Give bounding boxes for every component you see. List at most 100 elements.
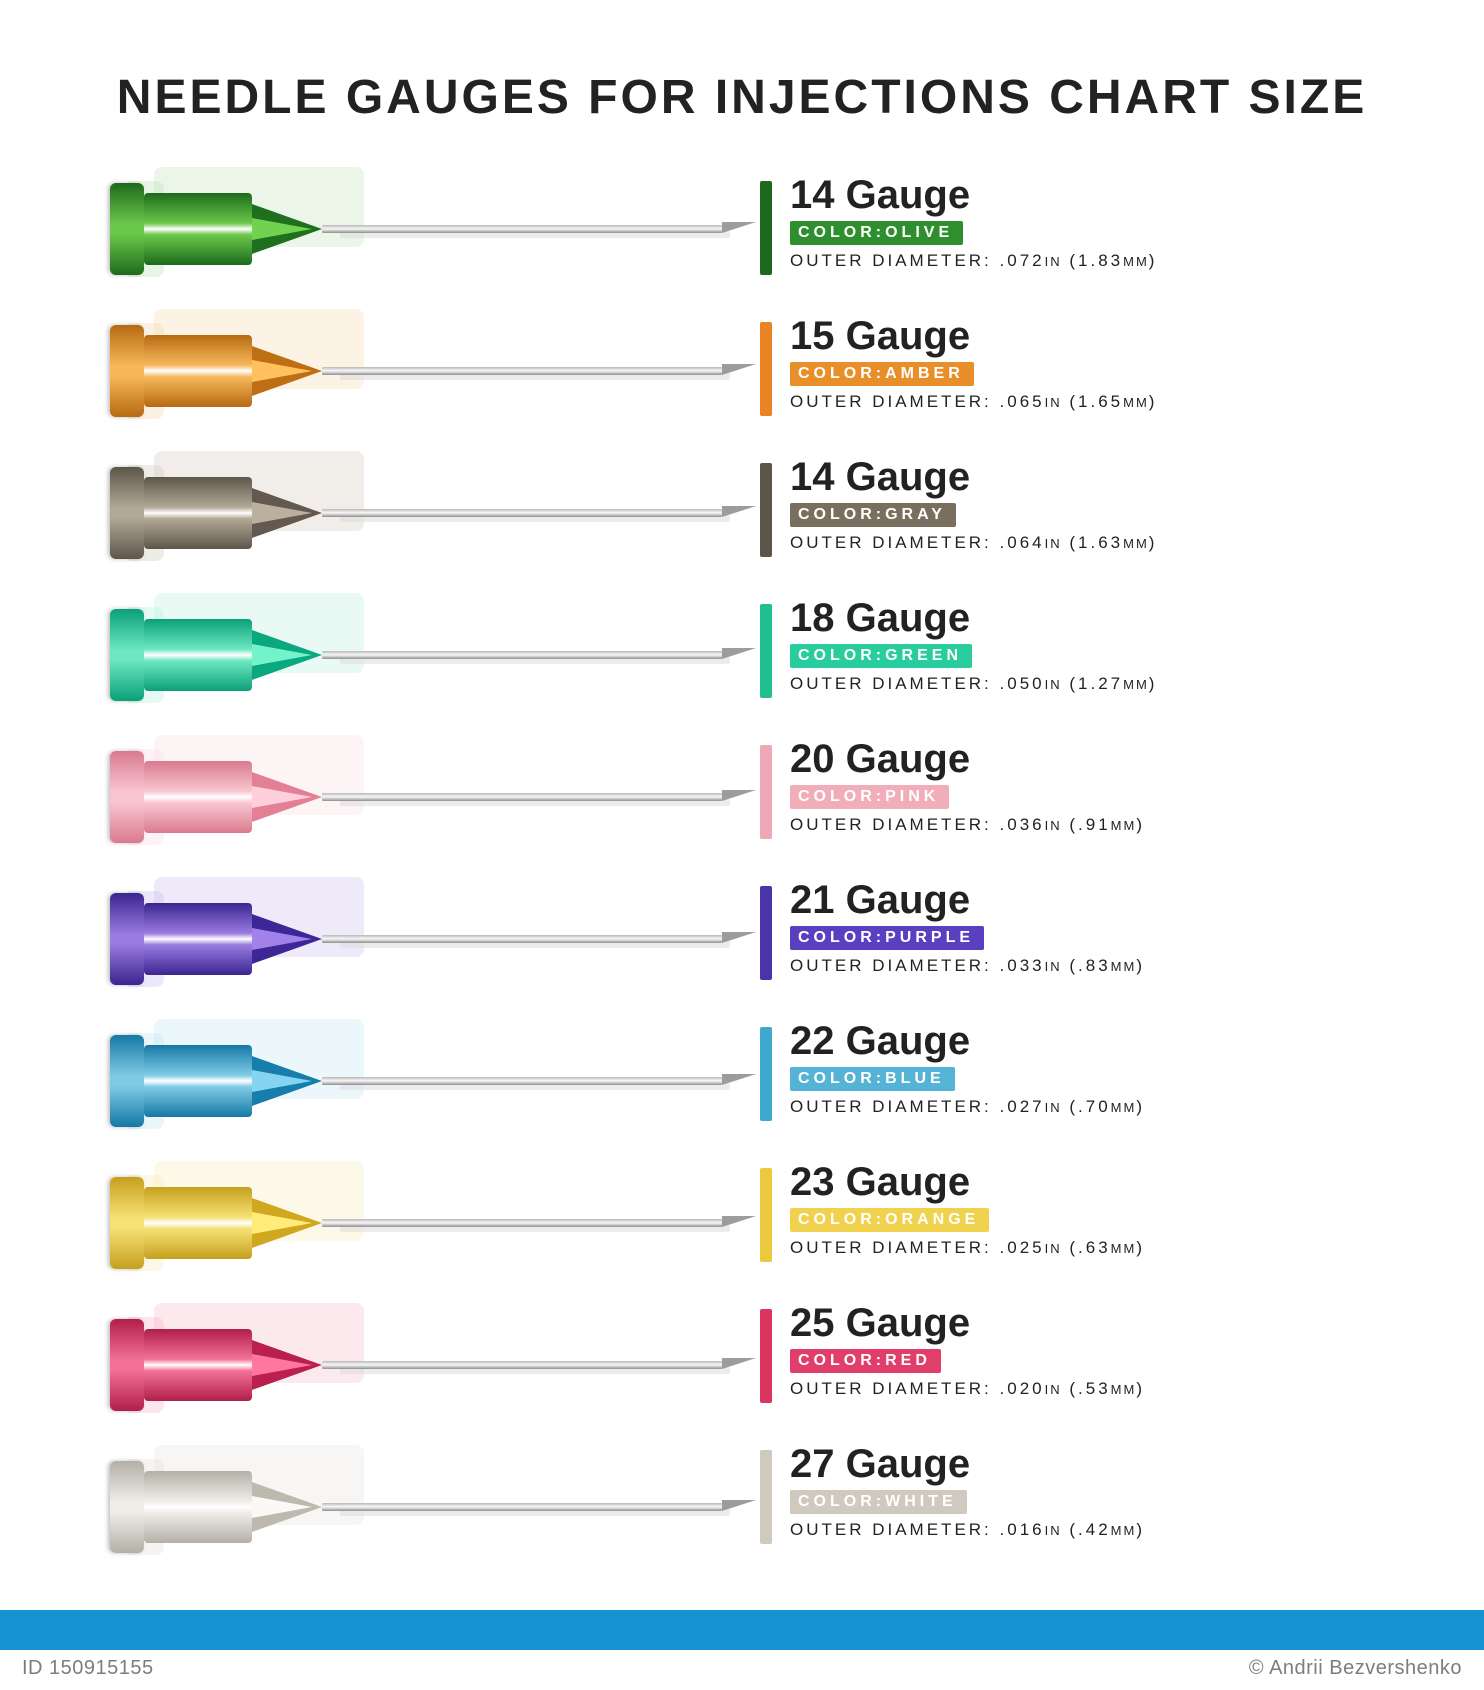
diameter-mm-value: 1.27 [1078, 674, 1123, 693]
hub-body [144, 619, 252, 691]
gauge-spec-block: 23 GaugeCOLOR:ORANGEOUTER DIAMETER: .025… [760, 1162, 1374, 1284]
needle-bevel [722, 506, 756, 517]
color-indicator-bar [760, 1450, 772, 1544]
hub-taper [252, 346, 322, 396]
needle-hub [110, 1185, 340, 1261]
color-name-value: BLUE [885, 1070, 945, 1087]
hub-body [144, 1471, 252, 1543]
hub-taper [252, 1340, 322, 1390]
hub-flange [110, 325, 144, 417]
color-prefix-label: COLOR: [798, 506, 885, 523]
outer-diameter-line: OUTER DIAMETER: .020IN (.53MM) [790, 1379, 1145, 1399]
hub-body [144, 1187, 252, 1259]
diameter-mm-value: .53 [1078, 1379, 1111, 1398]
color-indicator-bar [760, 1309, 772, 1403]
gauge-spec-block: 15 GaugeCOLOR:AMBEROUTER DIAMETER: .065I… [760, 316, 1374, 438]
needle-shaft [322, 1503, 722, 1511]
spec-text-block: 14 GaugeCOLOR:OLIVEOUTER DIAMETER: .072I… [790, 175, 1157, 271]
color-name-chip: COLOR:ORANGE [790, 1208, 989, 1232]
needle-shaft [322, 935, 722, 943]
color-prefix-label: COLOR: [798, 788, 885, 805]
hub-taper [252, 914, 322, 964]
hub-taper [252, 630, 322, 680]
diameter-prefix-label: OUTER DIAMETER: [790, 674, 992, 693]
hub-flange [110, 1035, 144, 1127]
mm-unit-label: MM [1123, 677, 1149, 692]
needle-hub [110, 1469, 340, 1545]
needle-bevel [722, 222, 756, 233]
hub-flange [110, 467, 144, 559]
color-indicator-bar [760, 322, 772, 416]
color-indicator-bar [760, 463, 772, 557]
gauge-heading: 22 Gauge [790, 1021, 1145, 1061]
spec-text-block: 22 GaugeCOLOR:BLUEOUTER DIAMETER: .027IN… [790, 1021, 1145, 1117]
needle-illustration [110, 1021, 730, 1141]
color-indicator-bar [760, 181, 772, 275]
diameter-prefix-label: OUTER DIAMETER: [790, 815, 992, 834]
infographic-page: NEEDLE GAUGES FOR INJECTIONS CHART SIZE … [0, 0, 1484, 1690]
color-name-chip: COLOR:AMBER [790, 362, 974, 386]
needle-illustration [110, 1305, 730, 1425]
color-name-chip: COLOR:PINK [790, 785, 949, 809]
stock-id-text: ID 150915155 [22, 1657, 154, 1680]
diameter-inches-value: .065 [1000, 392, 1045, 411]
inch-unit-label: IN [1045, 677, 1062, 692]
diameter-mm-value: .83 [1078, 956, 1111, 975]
needles-column [110, 169, 730, 1567]
diameter-prefix-label: OUTER DIAMETER: [790, 1520, 992, 1539]
needle-illustration [110, 879, 730, 999]
mm-unit-label: MM [1111, 959, 1137, 974]
needle-bevel [722, 1216, 756, 1227]
needle-illustration [110, 169, 730, 289]
needle-hub [110, 191, 340, 267]
color-name-value: GRAY [885, 506, 946, 523]
hub-taper [252, 1482, 322, 1532]
color-indicator-bar [760, 1168, 772, 1262]
diameter-mm-value: .70 [1078, 1097, 1111, 1116]
color-prefix-label: COLOR: [798, 1493, 885, 1510]
color-indicator-bar [760, 745, 772, 839]
spec-text-block: 20 GaugeCOLOR:PINKOUTER DIAMETER: .036IN… [790, 739, 1145, 835]
gauge-heading: 14 Gauge [790, 175, 1157, 215]
mm-unit-label: MM [1111, 1523, 1137, 1538]
diameter-prefix-label: OUTER DIAMETER: [790, 533, 992, 552]
color-name-chip: COLOR:OLIVE [790, 221, 963, 245]
diameter-inches-value: .016 [1000, 1520, 1045, 1539]
needle-hub [110, 617, 340, 693]
color-name-chip: COLOR:BLUE [790, 1067, 955, 1091]
diameter-inches-value: .064 [1000, 533, 1045, 552]
needle-bevel [722, 1074, 756, 1085]
needle-bevel [722, 1500, 756, 1511]
spec-text-block: 23 GaugeCOLOR:ORANGEOUTER DIAMETER: .025… [790, 1162, 1145, 1258]
mm-unit-label: MM [1111, 1100, 1137, 1115]
color-name-chip: COLOR:WHITE [790, 1490, 967, 1514]
color-indicator-bar [760, 1027, 772, 1121]
needle-illustration [110, 453, 730, 573]
color-prefix-label: COLOR: [798, 1352, 885, 1369]
diameter-prefix-label: OUTER DIAMETER: [790, 1238, 992, 1257]
hub-flange [110, 1177, 144, 1269]
hub-taper [252, 1056, 322, 1106]
mm-unit-label: MM [1111, 1382, 1137, 1397]
spec-text-block: 27 GaugeCOLOR:WHITEOUTER DIAMETER: .016I… [790, 1444, 1145, 1540]
hub-taper [252, 488, 322, 538]
color-name-value: PINK [885, 788, 939, 805]
spec-text-block: 15 GaugeCOLOR:AMBEROUTER DIAMETER: .065I… [790, 316, 1157, 412]
needle-hub [110, 475, 340, 551]
diameter-inches-value: .072 [1000, 251, 1045, 270]
spec-text-block: 14 GaugeCOLOR:GRAYOUTER DIAMETER: .064IN… [790, 457, 1157, 553]
needle-shaft [322, 1361, 722, 1369]
hub-flange [110, 1319, 144, 1411]
needle-bevel [722, 648, 756, 659]
outer-diameter-line: OUTER DIAMETER: .036IN (.91MM) [790, 815, 1145, 835]
diameter-inches-value: .033 [1000, 956, 1045, 975]
hub-flange [110, 609, 144, 701]
diameter-mm-value: .42 [1078, 1520, 1111, 1539]
diameter-prefix-label: OUTER DIAMETER: [790, 1379, 992, 1398]
spec-text-block: 18 GaugeCOLOR:GREENOUTER DIAMETER: .050I… [790, 598, 1157, 694]
hub-flange [110, 1461, 144, 1553]
needle-shaft [322, 1219, 722, 1227]
color-name-value: RED [885, 1352, 931, 1369]
gauge-heading: 18 Gauge [790, 598, 1157, 638]
needle-bevel [722, 790, 756, 801]
